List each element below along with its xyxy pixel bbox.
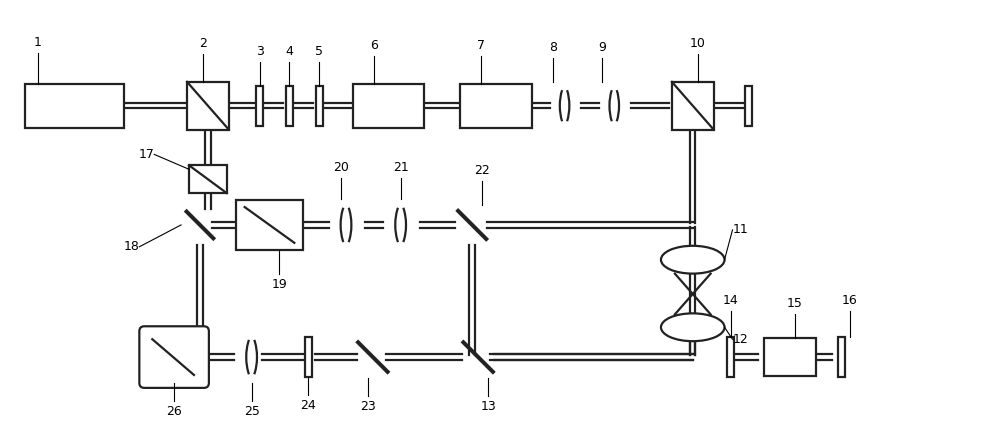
Bar — [187, 82, 229, 129]
Text: 24: 24 — [300, 399, 316, 412]
Bar — [316, 86, 323, 126]
FancyBboxPatch shape — [139, 326, 209, 388]
Bar — [286, 86, 293, 126]
Text: 26: 26 — [166, 405, 182, 418]
Text: 13: 13 — [480, 400, 496, 413]
Bar — [727, 337, 734, 377]
Bar — [672, 82, 714, 129]
Text: 3: 3 — [256, 45, 264, 58]
Bar — [838, 337, 845, 377]
Text: 6: 6 — [370, 39, 378, 52]
Text: 18: 18 — [123, 240, 139, 253]
Text: 10: 10 — [690, 37, 706, 50]
Text: 1: 1 — [34, 36, 42, 49]
Text: 23: 23 — [360, 400, 376, 413]
Bar — [305, 337, 312, 377]
Text: 25: 25 — [244, 405, 260, 418]
Text: 22: 22 — [474, 164, 490, 177]
Text: 8: 8 — [549, 41, 557, 54]
Bar — [236, 200, 303, 250]
Bar — [25, 84, 124, 128]
Ellipse shape — [661, 246, 725, 273]
Ellipse shape — [661, 313, 725, 341]
Text: 12: 12 — [732, 333, 748, 346]
Text: 4: 4 — [285, 45, 293, 58]
Bar — [460, 84, 532, 128]
Text: 7: 7 — [477, 39, 485, 52]
Text: 2: 2 — [199, 37, 207, 50]
Bar — [745, 86, 752, 126]
Bar — [256, 86, 263, 126]
Text: 16: 16 — [842, 295, 858, 307]
Text: 9: 9 — [598, 41, 606, 54]
Text: 11: 11 — [732, 224, 748, 236]
Text: 19: 19 — [272, 278, 287, 291]
Text: 20: 20 — [333, 161, 349, 174]
Text: 5: 5 — [315, 45, 323, 58]
Text: 14: 14 — [723, 295, 738, 307]
Text: 21: 21 — [393, 161, 409, 174]
Text: 15: 15 — [787, 298, 803, 310]
Bar — [764, 338, 816, 376]
Bar — [353, 84, 424, 128]
Text: 17: 17 — [138, 148, 154, 161]
Bar — [189, 165, 227, 193]
